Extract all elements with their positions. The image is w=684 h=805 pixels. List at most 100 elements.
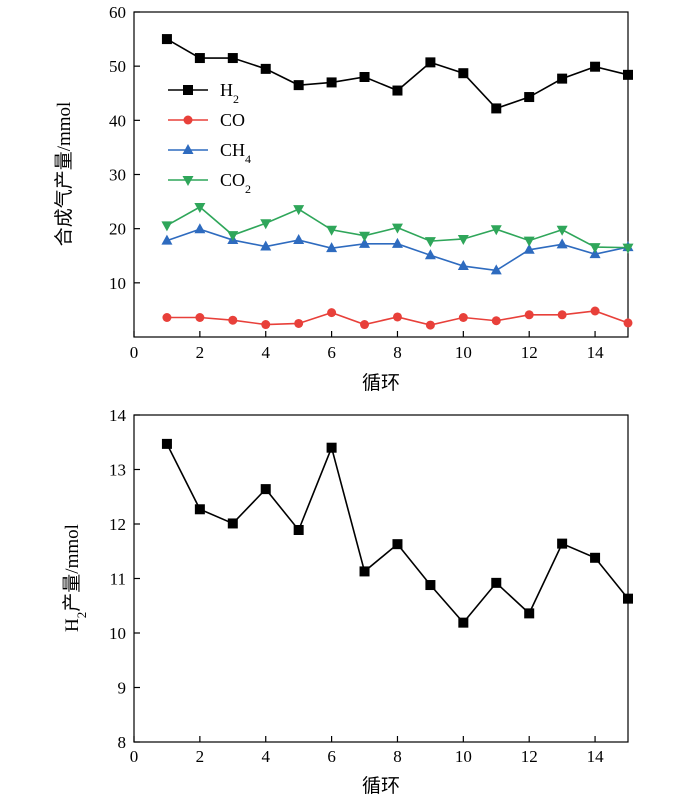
- x-tick-label: 12: [521, 343, 538, 362]
- legend-label-base: H: [220, 80, 233, 100]
- series-h2-point: [623, 69, 633, 80]
- series-h2-point: [425, 57, 436, 68]
- series-ch4-point: [457, 260, 469, 271]
- series-co2-point: [556, 225, 568, 236]
- series-h2-yield-point: [392, 539, 403, 550]
- series-h2-point: [194, 53, 205, 64]
- x-axis-title: 循环: [362, 775, 400, 797]
- x-axis-title: 循环: [362, 372, 400, 394]
- y-tick-label: 50: [109, 57, 126, 76]
- series-co-point: [261, 320, 271, 330]
- series-h2-yield-point: [359, 566, 370, 577]
- legend-label-base: CH: [220, 140, 245, 160]
- series-h2-point: [491, 103, 502, 114]
- series-h2-point: [326, 77, 337, 88]
- y-tick-label: 11: [110, 570, 126, 589]
- x-tick-label: 10: [455, 343, 472, 362]
- series-h2-yield-point: [161, 438, 172, 449]
- series-h2-yield-point: [557, 538, 568, 549]
- series-co2-point: [523, 236, 535, 247]
- series-co2-point: [359, 231, 371, 242]
- series-ch4-point: [424, 249, 436, 260]
- series-h2-point: [590, 61, 601, 72]
- y-tick-label: 60: [109, 3, 126, 22]
- series-co-point: [392, 312, 402, 322]
- legend-marker: [183, 85, 193, 95]
- legend-label-subscript: 2: [245, 182, 251, 196]
- y-tick-label: 12: [109, 515, 126, 534]
- series-h2-yield-point: [623, 593, 633, 604]
- series-ch4-point: [589, 248, 601, 259]
- series-h2-yield-point: [227, 518, 238, 529]
- legend-marker: [182, 144, 194, 154]
- y-axis-title-subscript: 2: [74, 612, 89, 619]
- legend-label: CO2: [220, 170, 251, 196]
- series-co-point: [590, 306, 600, 316]
- plot-frame: [133, 11, 629, 338]
- x-tick-label: 14: [587, 343, 605, 362]
- y-tick-label: 10: [109, 624, 126, 643]
- series-ch4-point: [359, 237, 371, 248]
- legend-label-subscript: 2: [233, 92, 239, 106]
- legend-label-base: CO: [220, 110, 245, 130]
- x-tick-label: 2: [196, 343, 205, 362]
- plot-frame: [133, 414, 629, 743]
- x-tick-label: 0: [130, 747, 139, 766]
- series-ch4-point: [326, 242, 338, 253]
- series-h2-point: [557, 73, 568, 84]
- x-tick-label: 4: [261, 343, 270, 362]
- series-co2-point: [161, 221, 173, 232]
- series-h2-point: [458, 68, 469, 79]
- series-h2-yield-point: [293, 524, 304, 535]
- series-co-point: [195, 313, 205, 322]
- series-h2-yield-line: [166, 443, 629, 624]
- series-co-point: [162, 313, 172, 322]
- series-ch4-point: [490, 264, 502, 275]
- legend-marker: [182, 176, 194, 186]
- series-h2-point: [293, 80, 304, 91]
- series-co-point: [228, 315, 238, 325]
- series-h2-point: [260, 63, 271, 74]
- series-co-point: [327, 308, 337, 318]
- series-h2-yield-point: [491, 577, 502, 588]
- legend-label: CH4: [220, 140, 251, 166]
- series-h2-point: [227, 53, 238, 64]
- x-tick-label: 10: [455, 747, 472, 766]
- series-ch4-point: [556, 238, 568, 249]
- series-h2-yield-point: [458, 617, 469, 628]
- y-axis-title: 合成气产量/mmol: [53, 102, 75, 247]
- series-co2-point: [326, 225, 338, 236]
- legend-marker: [183, 115, 193, 125]
- series-ch4-line: [166, 228, 629, 272]
- series-h2-yield-point: [194, 504, 205, 515]
- series-co2-point: [589, 243, 601, 254]
- x-tick-label: 8: [393, 747, 402, 766]
- series-co-point: [294, 318, 304, 328]
- series-co-point: [360, 320, 370, 330]
- series-h2-point: [524, 92, 535, 103]
- series-ch4: [161, 223, 634, 275]
- x-tick-label: 2: [196, 747, 205, 766]
- y-tick-label: 40: [109, 111, 126, 130]
- y-tick-label: 8: [118, 733, 127, 752]
- series-ch4-point: [194, 223, 206, 234]
- series-co2-point: [391, 223, 403, 234]
- chart-panel-1: 0 2 4 6 8 10 12 14102030405060循环合成气产量/mmolH2COC…: [53, 3, 634, 394]
- x-tick-label: 0: [130, 343, 139, 362]
- series-ch4-point: [293, 234, 305, 245]
- series-co2-point: [622, 243, 634, 254]
- x-tick-label: 8: [393, 343, 402, 362]
- legend-label: H2: [220, 80, 239, 106]
- y-axis-title-base: H: [62, 618, 83, 632]
- y-axis-title: H2产量/mmol: [61, 524, 89, 632]
- series-co-point: [491, 316, 501, 326]
- series-co-point: [425, 320, 435, 330]
- series-h2-yield-point: [425, 580, 436, 591]
- x-tick-label: 6: [327, 343, 336, 362]
- series-co2-point: [293, 205, 305, 216]
- series-h2-yield-point: [590, 552, 601, 563]
- series-co2-point: [227, 231, 239, 242]
